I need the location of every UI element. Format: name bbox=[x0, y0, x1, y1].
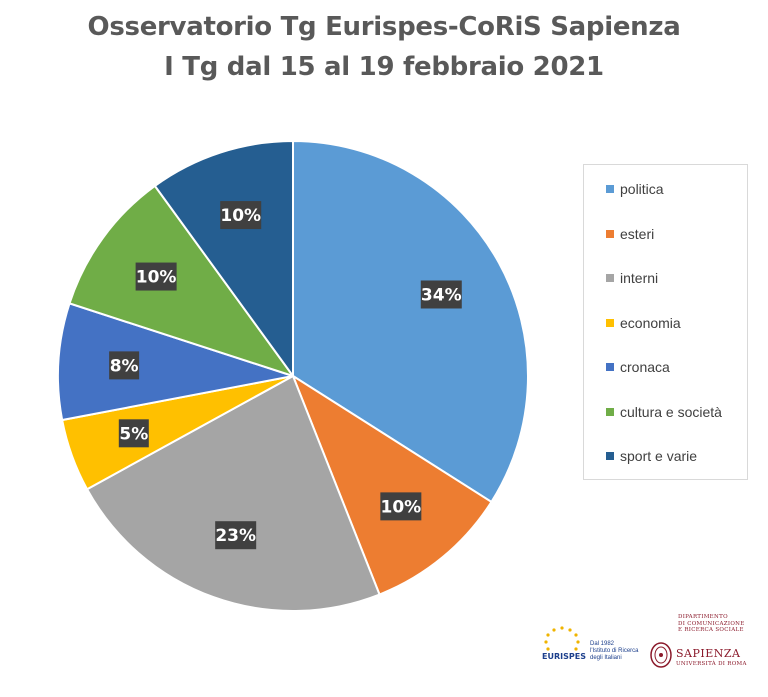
department-name: DIPARTIMENTO DI COMUNICAZIONE E RICERCA … bbox=[678, 614, 745, 633]
slice-label-cultura-e-società: 10% bbox=[135, 262, 177, 291]
logos: EURISPES Dal 1982 l'Istituto di Ricerca … bbox=[540, 614, 760, 694]
legend-item-politica: politica bbox=[606, 180, 664, 198]
legend-item-economia: economia bbox=[606, 314, 681, 332]
legend-swatch bbox=[606, 318, 614, 327]
svg-text:8%: 8% bbox=[110, 356, 139, 376]
slice-label-esteri: 10% bbox=[380, 492, 422, 521]
pie-slice-sport-e-varie bbox=[153, 139, 294, 380]
legend-item-interni: interni bbox=[606, 269, 658, 287]
legend-item-esteri: esteri bbox=[606, 225, 654, 243]
legend-label: economia bbox=[620, 314, 681, 331]
pie-slice-interni bbox=[85, 374, 381, 612]
slice-label-sport-e-varie: 10% bbox=[220, 201, 262, 230]
legend-label: esteri bbox=[620, 225, 655, 242]
legend-label: cronaca bbox=[620, 359, 670, 375]
chart-subtitle: I Tg dal 15 al 19 febbraio 2021 bbox=[164, 52, 604, 82]
svg-text:34%: 34% bbox=[421, 285, 462, 305]
legend-swatch bbox=[606, 407, 614, 416]
legend-item-cronaca: cronaca bbox=[606, 358, 670, 376]
pie-slice-cronaca bbox=[57, 302, 294, 422]
eurispes-logo-icon bbox=[544, 626, 580, 651]
pie-slice-politica bbox=[292, 139, 529, 504]
legend-item-sport-e-varie: sport e varie bbox=[606, 447, 697, 465]
pie-slice-esteri bbox=[290, 373, 493, 596]
legend-label: interni bbox=[620, 270, 659, 286]
svg-text:23%: 23% bbox=[215, 526, 256, 546]
sapienza-name: SAPIENZA bbox=[676, 647, 741, 660]
slice-label-interni: 23% bbox=[215, 521, 257, 550]
pie-slice-cultura-e-società bbox=[68, 184, 296, 378]
legend-label: cultura e società bbox=[620, 403, 722, 420]
slice-label-politica: 34% bbox=[420, 280, 462, 309]
legend-swatch bbox=[606, 185, 614, 193]
eurispes-name: EURISPES bbox=[542, 652, 586, 661]
legend-label: sport e varie bbox=[620, 448, 698, 464]
svg-text:5%: 5% bbox=[119, 424, 148, 444]
legend-swatch bbox=[606, 229, 614, 238]
legend-swatch bbox=[606, 452, 614, 460]
slice-label-economia: 5% bbox=[118, 419, 149, 448]
chart-title: Osservatorio Tg Eurispes-CoRiS Sapienza bbox=[87, 12, 681, 42]
slice-label-cronaca: 8% bbox=[109, 351, 140, 380]
legend-label: politica bbox=[620, 181, 664, 197]
eurispes-tagline: Dal 1982 l'Istituto di Ricerca degli Ita… bbox=[590, 641, 639, 661]
legend-item-cultura-e-società: cultura e società bbox=[606, 403, 722, 421]
svg-text:10%: 10% bbox=[381, 497, 422, 517]
legend-swatch bbox=[606, 363, 614, 371]
legend: politica esteri interni economia cronaca cult… bbox=[583, 164, 748, 480]
svg-text:10%: 10% bbox=[220, 206, 261, 226]
legend-swatch bbox=[606, 274, 614, 282]
sapienza-seal-icon bbox=[650, 642, 672, 668]
svg-text:10%: 10% bbox=[136, 268, 177, 288]
sapienza-subtitle: UNIVERSITÀ DI ROMA bbox=[676, 661, 747, 667]
